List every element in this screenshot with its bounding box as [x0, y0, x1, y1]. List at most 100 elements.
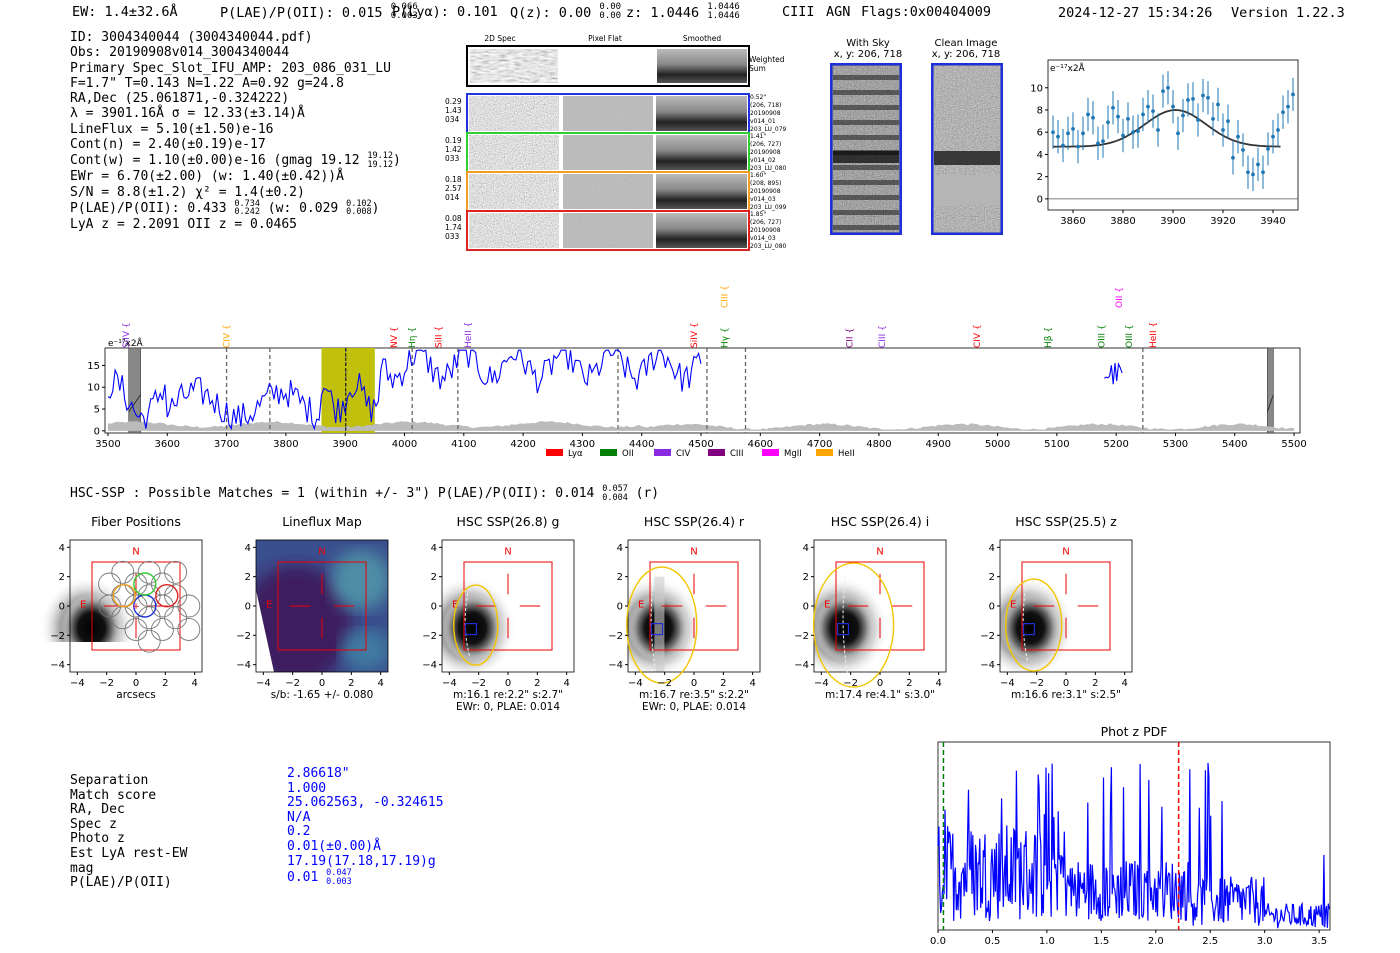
info-id: ID: 3004340044 (3004340044.pdf) — [70, 30, 313, 45]
pdf-xtick-label: 3.0 — [1257, 936, 1273, 947]
cutout-right-label: 1.85" — [750, 211, 766, 218]
panel-ytick-label: 0 — [245, 602, 251, 613]
sky-band — [833, 225, 899, 230]
cutout-right-label: v014_02 — [750, 157, 776, 164]
fiber-center-marker: + — [132, 602, 140, 612]
panel-xtick-label: 0 — [1063, 678, 1069, 689]
match-label: Est LyA rest-EW — [70, 845, 188, 861]
fiber — [124, 618, 148, 641]
info-radec: RA,Dec (25.061871,-0.324222) — [70, 91, 290, 107]
flux-spectrum-segment — [1103, 361, 1123, 385]
galaxy-core — [814, 594, 875, 662]
panel-xtick-label: −4 — [70, 678, 85, 689]
panel-title: Fiber Positions — [91, 514, 181, 529]
zoom-data-point — [1141, 112, 1145, 117]
compass-north: N — [876, 547, 883, 558]
header-plae: P(LAE)/P(OII): 0.015 0.066 0.003 — [220, 2, 418, 22]
header-plya: P(Lyα): 0.101 — [392, 4, 498, 20]
panel-title: HSC SSP(26.4) r — [644, 514, 745, 529]
panel-xtick-label: 2 — [906, 678, 912, 689]
emission-line-label: OIII { — [1125, 324, 1135, 348]
fiber-3 — [112, 584, 136, 608]
info-sn: S/N = 8.8(±1.2) χ² = 1.4(±0.2) — [70, 184, 305, 200]
panel-caption-2: EWr: 0, PLAE: 0.014 — [456, 701, 560, 713]
panel-image — [40, 540, 172, 642]
panel-image — [1000, 540, 1132, 672]
panel-ytick-label: 4 — [431, 543, 437, 554]
search-box — [277, 561, 367, 651]
zoom-data-point — [1081, 131, 1085, 136]
legend-label: CIV — [676, 449, 690, 459]
cutout-left-label: 014 — [445, 193, 460, 202]
zoom-data-point — [1151, 109, 1155, 114]
fiber — [137, 606, 161, 630]
compass-north: N — [504, 547, 511, 558]
zoom-data-point — [1111, 105, 1115, 110]
cutout-left-label: 0.18 — [445, 175, 462, 184]
cutout-pixel-flat-tone — [563, 135, 653, 170]
match-label: Spec z — [70, 816, 117, 832]
panel-xtick-label: 4 — [563, 678, 569, 689]
panel-xtick-label: 2 — [348, 678, 354, 689]
zoom-data-point — [1171, 104, 1175, 109]
zoom-ytick-label: 0 — [1037, 194, 1043, 205]
zoom-xtick-label: 3880 — [1110, 216, 1135, 227]
panel-ytick-label: 2 — [803, 572, 809, 583]
aperture-ellipse — [626, 566, 698, 684]
compass-east: E — [266, 599, 272, 610]
pdf-xtick-label: 2.5 — [1202, 936, 1218, 947]
spectrum-xtick-label: 4200 — [510, 439, 535, 450]
cutout-2d-spec — [469, 96, 559, 131]
panel-ytick-label: −2 — [236, 631, 251, 642]
panel-xtick-label: −4 — [1000, 678, 1015, 689]
cutout-smoothed — [656, 96, 747, 131]
cutout-smoothed — [656, 213, 747, 248]
compass-north: N — [132, 547, 139, 558]
zoom-data-point — [1166, 85, 1170, 90]
sky-dark-band — [833, 151, 899, 163]
sky-band — [833, 165, 899, 170]
panel-ytick-label: −2 — [794, 631, 809, 642]
zoom-data-point — [1156, 128, 1160, 132]
zoom-xtick-label: 3920 — [1210, 216, 1235, 227]
emission-line-label: SiIV { — [122, 322, 132, 348]
cutout-right-label: 1.60" — [750, 172, 766, 179]
panel-xtick-label: 0 — [319, 678, 325, 689]
cutout-right-label: v014_01 — [750, 118, 776, 125]
panel-caption-2: EWr: 0, PLAE: 0.014 — [642, 701, 746, 713]
cutout-left-label: 034 — [445, 115, 460, 124]
panel-ytick-label: −2 — [608, 631, 623, 642]
panel-xtick-label: 2 — [720, 678, 726, 689]
panel-xtick-label: 2 — [534, 678, 540, 689]
pdf-xtick-label: 0.5 — [984, 936, 1000, 947]
cutout-right-label: 1.41" — [750, 133, 766, 140]
zoom-data-point — [1136, 129, 1140, 134]
emission-line-label: Hγ { — [721, 327, 731, 348]
match-box — [464, 622, 478, 636]
pdf-xtick-label: 1.5 — [1093, 936, 1109, 947]
fiber — [150, 594, 174, 618]
pdf-curve — [937, 762, 1330, 929]
panel-xtick-label: −4 — [814, 678, 829, 689]
zoom-data-point — [1256, 162, 1260, 167]
panel-ytick-label: 4 — [803, 543, 809, 554]
emission-line-label: NV { — [390, 327, 400, 348]
info-ewr: EWr = 6.70(±2.00) (w: 1.40(±0.42))Å — [70, 169, 344, 185]
panel-ytick-label: −2 — [50, 631, 65, 642]
panel-ytick-label: 2 — [245, 572, 251, 583]
panel-title: HSC SSP(26.8) g — [457, 514, 560, 529]
legend-label: HeII — [838, 449, 855, 459]
emission-line-label: OII { — [1115, 287, 1125, 308]
zoom-ytick-label: 2 — [1037, 172, 1043, 183]
spectrum-xtick-label: 4700 — [807, 439, 832, 450]
zoom-data-point — [1276, 128, 1280, 132]
cutout-right-label: (208, 895) — [750, 180, 781, 187]
zoom-ytick-label: 10 — [1030, 83, 1043, 94]
cutout-right-label: v014_03 — [750, 196, 776, 203]
galaxy-core — [442, 594, 503, 662]
cutout-pixel-flat-tone — [563, 96, 653, 131]
zoom-ytick-label: 8 — [1037, 106, 1043, 117]
match-value: 0.2 — [287, 824, 311, 840]
